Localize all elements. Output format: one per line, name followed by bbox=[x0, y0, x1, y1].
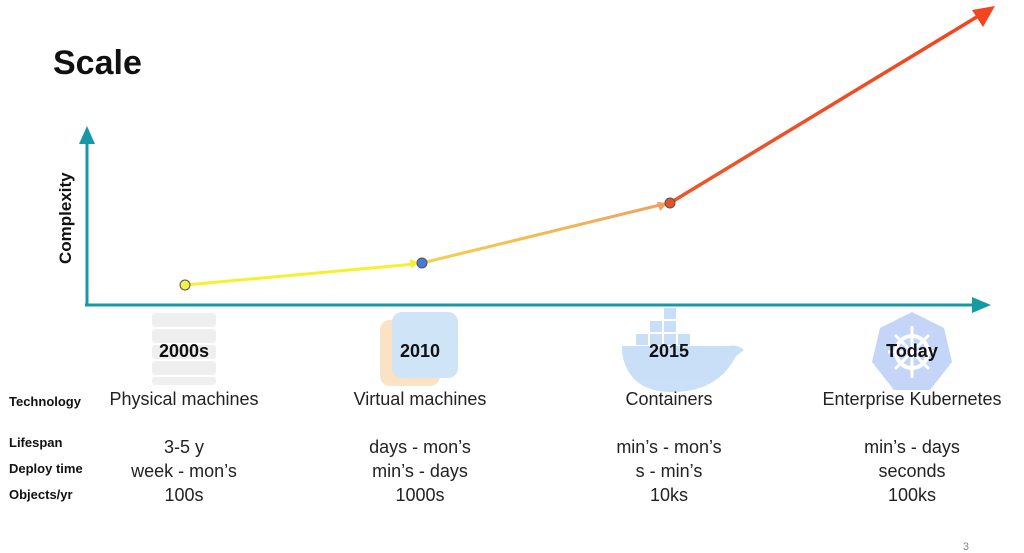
growth-arrow-2015-today bbox=[669, 6, 995, 205]
slide-title: Scale bbox=[53, 44, 142, 82]
point-2010 bbox=[416, 257, 428, 269]
growth-segment-2010-2015 bbox=[421, 202, 665, 265]
technology-2000s: Physical machines bbox=[109, 389, 259, 409]
objects-per-yr-2015: 10ks bbox=[649, 485, 689, 505]
objects-per-yr-today: 100ks bbox=[887, 485, 937, 505]
point-2015 bbox=[664, 197, 676, 209]
x-axis bbox=[85, 297, 991, 313]
page-number: 3 bbox=[962, 541, 969, 553]
growth-segment-2000s-2010 bbox=[184, 262, 416, 287]
technology-2015: Containers bbox=[625, 389, 713, 409]
era-2010: 2010 bbox=[399, 341, 441, 361]
deploy-time-today: seconds bbox=[878, 461, 946, 481]
point-2000s bbox=[179, 279, 191, 291]
lifespan-2010: days - mon’s bbox=[369, 437, 471, 457]
row-label-deploy-time: Deploy time bbox=[9, 461, 83, 476]
docker-whale-icon bbox=[622, 308, 744, 392]
era-today: Today bbox=[886, 341, 938, 361]
lifespan-2015: min’s - mon’s bbox=[616, 437, 722, 457]
row-label-technology: Technology bbox=[9, 394, 81, 409]
virtualbox-icon bbox=[380, 312, 458, 386]
row-label-lifespan: Lifespan bbox=[9, 435, 63, 450]
server-rack-icon bbox=[152, 313, 216, 385]
deploy-time-2010: min’s - days bbox=[372, 461, 468, 481]
lifespan-today: min’s - days bbox=[864, 437, 960, 457]
deploy-time-2000s: week - mon’s bbox=[131, 461, 237, 481]
technology-today: Enterprise Kubernetes bbox=[822, 389, 1002, 409]
era-2000s: 2000s bbox=[158, 341, 210, 361]
deploy-time-2015: s - min’s bbox=[635, 461, 703, 481]
objects-per-yr-2000s: 100s bbox=[164, 485, 204, 505]
y-axis-label: Complexity bbox=[56, 172, 75, 264]
segment-1-arrowhead bbox=[410, 259, 420, 268]
objects-per-yr-2010: 1000s bbox=[395, 485, 445, 505]
row-label-objects-per-yr: Objects/yr bbox=[9, 487, 73, 502]
y-axis bbox=[79, 126, 95, 306]
kubernetes-helm-icon bbox=[872, 312, 952, 390]
era-2015: 2015 bbox=[648, 341, 690, 361]
technology-2010: Virtual machines bbox=[353, 389, 487, 409]
lifespan-2000s: 3-5 y bbox=[163, 437, 205, 457]
